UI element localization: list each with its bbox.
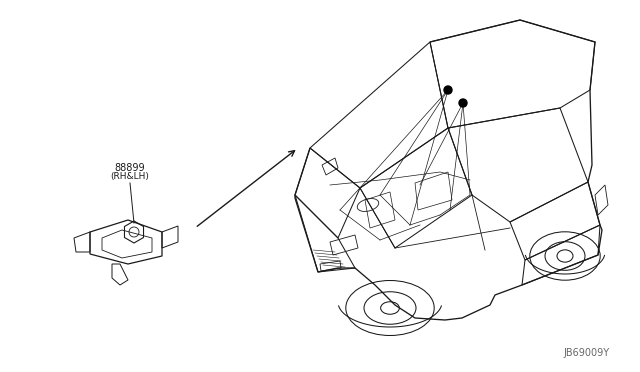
Text: 88899: 88899 bbox=[115, 163, 145, 173]
Circle shape bbox=[444, 86, 452, 94]
Circle shape bbox=[459, 99, 467, 107]
Text: (RH&LH): (RH&LH) bbox=[111, 173, 149, 182]
Text: JB69009Y: JB69009Y bbox=[564, 348, 610, 358]
